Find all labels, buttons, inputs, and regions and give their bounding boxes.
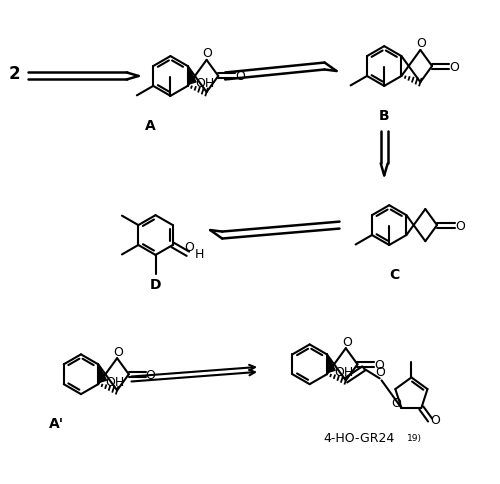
Text: 2: 2	[8, 65, 20, 83]
Text: O: O	[374, 359, 384, 372]
Text: O: O	[455, 220, 465, 233]
Text: O: O	[430, 413, 440, 426]
Text: 4-HO-GR24: 4-HO-GR24	[324, 432, 395, 445]
Polygon shape	[327, 354, 335, 372]
Text: C: C	[389, 268, 400, 282]
Text: O: O	[202, 47, 212, 60]
Text: B: B	[379, 109, 390, 123]
Text: D: D	[150, 278, 162, 292]
Text: A: A	[145, 119, 156, 133]
Text: O: O	[184, 241, 194, 254]
Text: O: O	[146, 369, 156, 382]
Text: 19): 19)	[406, 434, 422, 443]
Text: O: O	[376, 366, 386, 379]
Text: O: O	[392, 396, 402, 409]
Text: OH: OH	[106, 376, 124, 389]
Text: O: O	[235, 71, 245, 83]
Text: O: O	[449, 60, 459, 74]
Text: H: H	[195, 248, 204, 261]
Polygon shape	[98, 364, 106, 382]
Text: O: O	[342, 336, 351, 349]
Text: A': A'	[48, 417, 64, 431]
Polygon shape	[188, 66, 196, 84]
Text: OH: OH	[334, 366, 353, 379]
Text: OH: OH	[195, 77, 214, 91]
Text: O: O	[416, 37, 426, 50]
Text: O: O	[113, 346, 123, 359]
